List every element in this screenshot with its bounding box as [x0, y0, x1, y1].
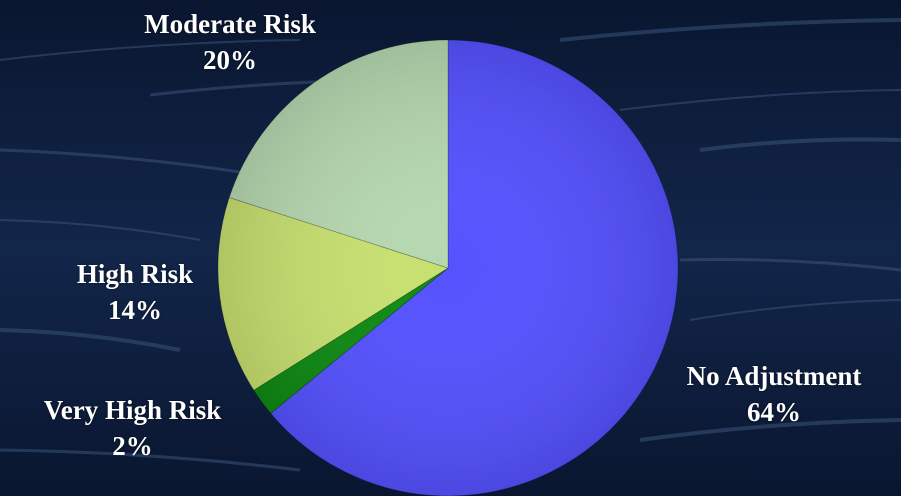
slice-percent: 2%: [112, 431, 153, 461]
slice-name: No Adjustment: [686, 361, 862, 391]
background-streak: [0, 328, 181, 352]
slice-percent: 14%: [108, 295, 162, 325]
slice-label-high-risk: High Risk 14%: [40, 256, 230, 328]
slice-percent: 64%: [747, 397, 801, 427]
background-streak: [0, 39, 301, 61]
background-streak: [689, 299, 901, 321]
slice-name: Moderate Risk: [144, 9, 316, 39]
background-streak: [0, 448, 301, 472]
background-streak: [639, 418, 901, 442]
background-streak: [699, 137, 901, 152]
background-streak: [559, 18, 901, 42]
slice-label-no-adjustment: No Adjustment 64%: [658, 358, 890, 430]
background-streak: [619, 89, 901, 111]
slice-name: Very High Risk: [43, 395, 222, 425]
pie-shading: [218, 40, 678, 496]
slice-label-very-high-risk: Very High Risk 2%: [10, 392, 255, 464]
slice-label-moderate-risk: Moderate Risk 20%: [100, 6, 360, 78]
slice-name: High Risk: [76, 259, 194, 289]
background-streak: [0, 148, 261, 177]
background-streak: [679, 257, 901, 272]
slice-percent: 20%: [203, 45, 257, 75]
background-streak: [0, 219, 201, 241]
